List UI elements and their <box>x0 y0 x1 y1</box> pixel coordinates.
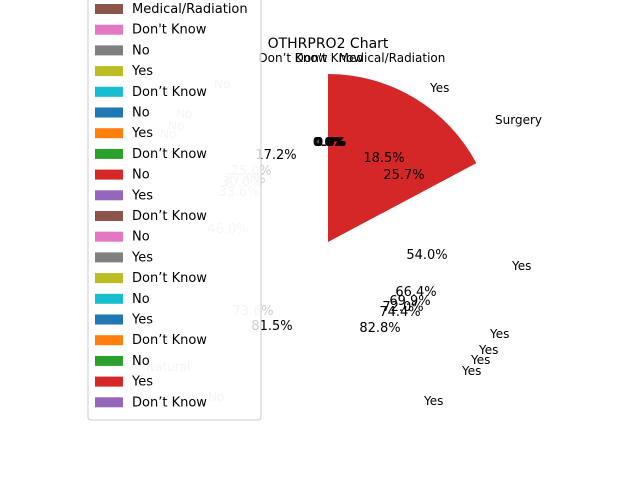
legend-item: No <box>95 43 150 58</box>
legend-swatch <box>95 107 123 118</box>
legend-item: Medical/Radiation <box>95 2 248 17</box>
outer-label: Yes <box>489 327 509 341</box>
pie-slice-red <box>328 74 477 242</box>
top-label: Medical/Radiation <box>339 51 446 65</box>
legend-swatch <box>95 148 123 159</box>
legend-swatch <box>95 293 123 304</box>
legend-item: Don’t Know <box>95 147 207 162</box>
legend-swatch <box>95 66 123 77</box>
legend-item: No <box>95 230 150 245</box>
legend-swatch <box>95 231 123 242</box>
percent-label: 66.4% <box>395 285 436 300</box>
legend-item: Yes <box>95 313 153 328</box>
legend-item: Don’t Know <box>95 271 207 286</box>
legend-item: Don’t Know <box>95 333 207 348</box>
legend-label: Don’t Know <box>132 85 207 100</box>
percent-label: 0.6% <box>316 135 347 149</box>
outer-label: Yes <box>470 353 490 367</box>
percent-label: 81.5% <box>251 319 292 334</box>
legend: Medical/Radiation Don't Know No Yes Don’t Kn… <box>87 0 262 421</box>
percent-label: 25.7% <box>383 168 424 183</box>
legend-item: Yes <box>95 188 153 203</box>
outer-label: Yes <box>478 343 498 357</box>
outer-label: Surgery <box>495 113 542 127</box>
legend-label: Don’t Know <box>132 333 207 348</box>
legend-swatch <box>95 128 123 139</box>
legend-item: No <box>95 354 150 369</box>
top-label: Don’t Know <box>258 51 327 65</box>
legend-item: Don't Know <box>95 23 207 38</box>
legend-label: No <box>132 43 150 58</box>
chart-title: OTHRPRO2 Chart <box>268 36 389 52</box>
legend-label: Yes <box>131 313 153 328</box>
legend-label: Don’t Know <box>132 271 207 286</box>
outer-label: Yes <box>423 394 443 408</box>
legend-label: No <box>132 168 150 183</box>
legend-label: No <box>132 354 150 369</box>
legend-label: Don’t Know <box>132 147 207 162</box>
legend-label: No <box>132 106 150 121</box>
legend-label: Yes <box>131 250 153 265</box>
legend-label: Yes <box>131 64 153 79</box>
percent-label: 0.0% <box>313 135 344 149</box>
outer-label: Yes <box>461 364 481 378</box>
legend-label: Don’t Know <box>132 209 207 224</box>
legend-item: Yes <box>95 250 153 265</box>
legend-frame <box>87 0 262 421</box>
legend-swatch <box>95 211 123 221</box>
legend-label: Don’t Know <box>132 395 207 410</box>
legend-swatch <box>95 376 123 387</box>
zero-percent-labels: 0.0% 0.0% 0.0% 0.6% <box>313 135 347 149</box>
percent-label: 0.0% <box>315 135 346 149</box>
legend-swatch <box>95 397 123 408</box>
legend-label: Medical/Radiation <box>132 2 248 17</box>
legend-swatch <box>95 169 123 180</box>
legend-item: Don’t Know <box>95 209 207 224</box>
legend-item: No <box>95 106 150 121</box>
top-label: Don't Know <box>295 51 364 65</box>
percent-label: 74.4% <box>379 305 420 320</box>
legend-item: No <box>95 292 150 307</box>
legend-swatch <box>95 273 123 284</box>
legend-label: Yes <box>131 188 153 203</box>
top-labels: Don’t Know Don't Know Medical/Radiation <box>258 51 445 65</box>
percent-label: 0.0% <box>314 135 345 149</box>
legend-swatch <box>95 45 123 56</box>
percent-label: 18.5% <box>363 151 404 166</box>
legend-item: Don’t Know <box>95 395 207 410</box>
percent-label: 17.2% <box>255 148 296 163</box>
outer-label: Yes <box>511 259 531 273</box>
legend-swatch <box>95 252 123 263</box>
percent-label: 72.0% <box>382 300 423 315</box>
legend-item: Yes <box>95 64 153 79</box>
legend-label: Don't Know <box>132 23 207 38</box>
legend-label: No <box>132 292 150 307</box>
legend-label: No <box>132 230 150 245</box>
legend-item: Yes <box>95 126 153 141</box>
legend-swatch <box>95 314 123 325</box>
legend-label: Yes <box>131 126 153 141</box>
legend-swatch <box>95 335 123 346</box>
legend-swatch <box>95 24 123 35</box>
legend-swatch <box>95 86 123 97</box>
percent-label: 69.9% <box>389 294 430 309</box>
legend-swatch <box>95 4 123 14</box>
pie-slices <box>328 74 477 242</box>
legend-swatch <box>95 190 123 201</box>
percent-label: 54.0% <box>406 248 447 263</box>
outer-label: Yes <box>429 81 449 95</box>
percent-label: 82.8% <box>359 321 400 336</box>
legend-label: Yes <box>131 375 153 390</box>
legend-swatch <box>95 355 123 366</box>
legend-item: Yes <box>95 375 153 390</box>
legend-item: Don’t Know <box>95 85 207 100</box>
legend-item: No <box>95 168 150 183</box>
